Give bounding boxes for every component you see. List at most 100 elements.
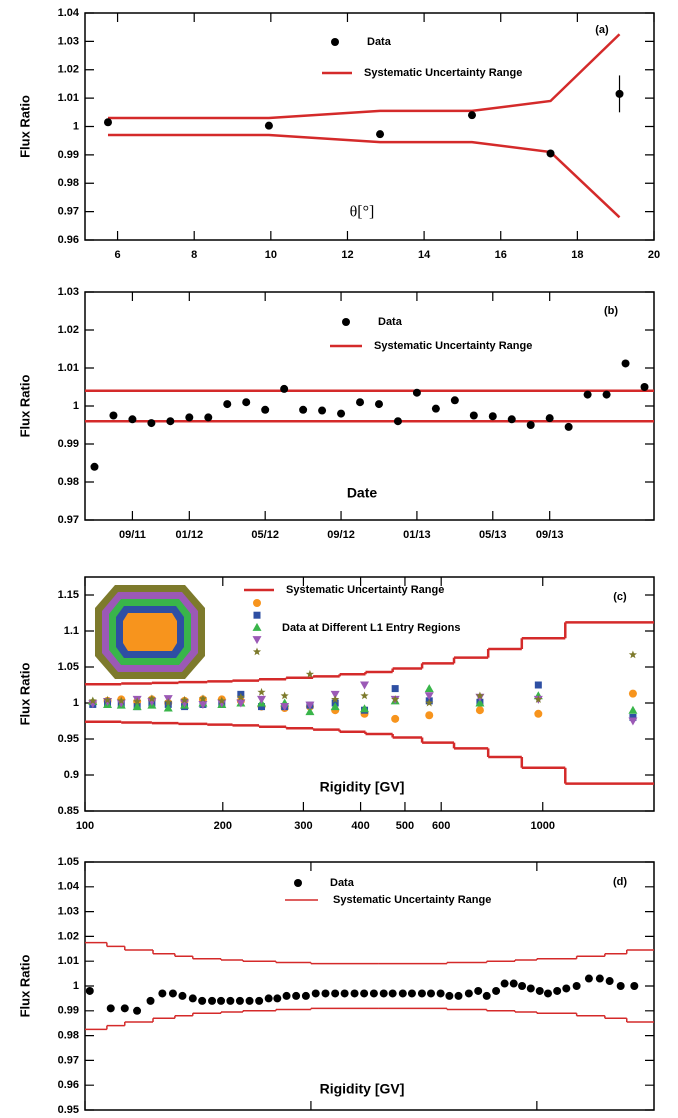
data-point xyxy=(180,695,189,704)
data-point xyxy=(337,409,346,418)
data-point xyxy=(301,991,310,1000)
data-point xyxy=(360,681,370,690)
data-point xyxy=(391,714,400,723)
legend-marker xyxy=(252,647,262,656)
data-point xyxy=(535,986,544,995)
data-point xyxy=(147,694,156,703)
band-connector xyxy=(106,942,628,964)
data-point xyxy=(164,698,173,706)
data-point xyxy=(331,695,340,703)
data-point xyxy=(133,1006,142,1015)
data-point xyxy=(526,984,535,993)
y-tick-label: 1.03 xyxy=(58,35,79,47)
y-tick-label: 0.97 xyxy=(58,206,79,218)
legend: Data Systematic Uncertainty Range xyxy=(330,316,532,352)
legend-marker xyxy=(342,318,350,326)
data-point xyxy=(147,419,156,428)
panel-label: (c) xyxy=(613,591,627,603)
data-point xyxy=(242,398,251,407)
data-point xyxy=(226,996,235,1005)
y-tick-label: 0.97 xyxy=(58,1054,79,1066)
data-point xyxy=(204,413,213,422)
data-point xyxy=(572,982,581,990)
panel: 0.85 0.9 0.95 1 1.05 1.1 1.15 100 200 300 400 500 60… xyxy=(17,576,655,832)
data-point xyxy=(369,989,378,998)
legend-marker xyxy=(331,38,339,46)
y-tick-label: 0.99 xyxy=(58,149,79,161)
y-tick-label: 1.03 xyxy=(58,906,79,918)
data-point xyxy=(475,706,484,715)
data-point xyxy=(467,111,476,120)
data-point xyxy=(217,699,227,708)
y-tick-label: 1.03 xyxy=(58,286,79,298)
x-tick-label: 6 xyxy=(115,249,121,261)
data-point xyxy=(475,698,485,707)
data-point xyxy=(424,684,434,693)
axis-annotation: θ[°] xyxy=(350,204,375,221)
y-tick-label: 0.9 xyxy=(64,769,79,781)
data-point xyxy=(360,691,369,700)
detector-inset xyxy=(95,585,205,679)
data-point xyxy=(321,989,330,998)
axis-annotation: Rigidity [GV] xyxy=(320,779,405,795)
y-tick-label: 0.95 xyxy=(58,733,79,745)
data-point xyxy=(474,986,483,995)
data-point xyxy=(595,974,604,983)
data-point xyxy=(360,989,369,998)
data-point xyxy=(628,705,638,714)
y-tick-label: 1.1 xyxy=(64,625,79,637)
legend-marker xyxy=(252,622,262,631)
data-point xyxy=(445,991,454,1000)
data-point xyxy=(507,415,516,424)
data-point xyxy=(450,396,459,405)
legend-label: Data xyxy=(378,316,403,328)
y-tick-label: 0.98 xyxy=(58,177,79,189)
data xyxy=(85,974,639,1015)
y-axis-title: Flux Ratio xyxy=(17,663,32,726)
x-tick-label: 100 xyxy=(76,820,94,832)
data-point xyxy=(562,984,571,993)
data-point xyxy=(640,383,649,391)
data-point xyxy=(417,989,426,998)
data-point xyxy=(188,994,197,1003)
data-point xyxy=(526,421,535,429)
x-tick-label: 14 xyxy=(418,249,431,261)
legend-label: Systematic Uncertainty Range xyxy=(374,340,532,352)
data-point xyxy=(500,979,509,988)
plot-frame xyxy=(84,861,655,1111)
data-point xyxy=(330,690,340,699)
panel: 0.96 0.97 0.98 0.99 1 1.01 1.02 1.03 1.04 6 8 10 12 1… xyxy=(17,7,660,261)
data-point xyxy=(90,462,99,471)
data-point xyxy=(109,411,118,420)
data-point xyxy=(117,696,126,705)
y-tick-label: 0.99 xyxy=(58,438,79,450)
y-tick-label: 1.02 xyxy=(58,64,79,76)
data-point xyxy=(534,709,543,718)
legend-label: Systematic Uncertainty Range xyxy=(364,67,522,79)
x-tick-label: 1000 xyxy=(531,820,555,832)
data-point xyxy=(273,994,282,1003)
data-point xyxy=(398,989,407,998)
x-tick-label: 200 xyxy=(214,820,232,832)
data-point xyxy=(546,149,555,158)
data xyxy=(88,650,638,726)
data-point xyxy=(628,650,637,659)
data-point xyxy=(376,130,385,139)
data-point xyxy=(236,699,246,708)
x-tick-label: 09/13 xyxy=(536,529,564,541)
x-tick-label: 600 xyxy=(432,820,450,832)
data-point xyxy=(431,404,440,413)
x-tick-label: 16 xyxy=(495,249,507,261)
uncertainty-band xyxy=(85,941,654,1031)
data-point xyxy=(605,977,614,986)
data-point xyxy=(257,687,266,696)
panel-label: (b) xyxy=(604,305,618,317)
data xyxy=(90,359,649,471)
band-line xyxy=(107,133,621,219)
x-tick-label: 20 xyxy=(648,249,660,261)
data-point xyxy=(488,412,497,421)
data-point xyxy=(178,991,187,1000)
data-point xyxy=(331,989,340,998)
data-point xyxy=(482,991,491,1000)
data-point xyxy=(292,991,301,1000)
